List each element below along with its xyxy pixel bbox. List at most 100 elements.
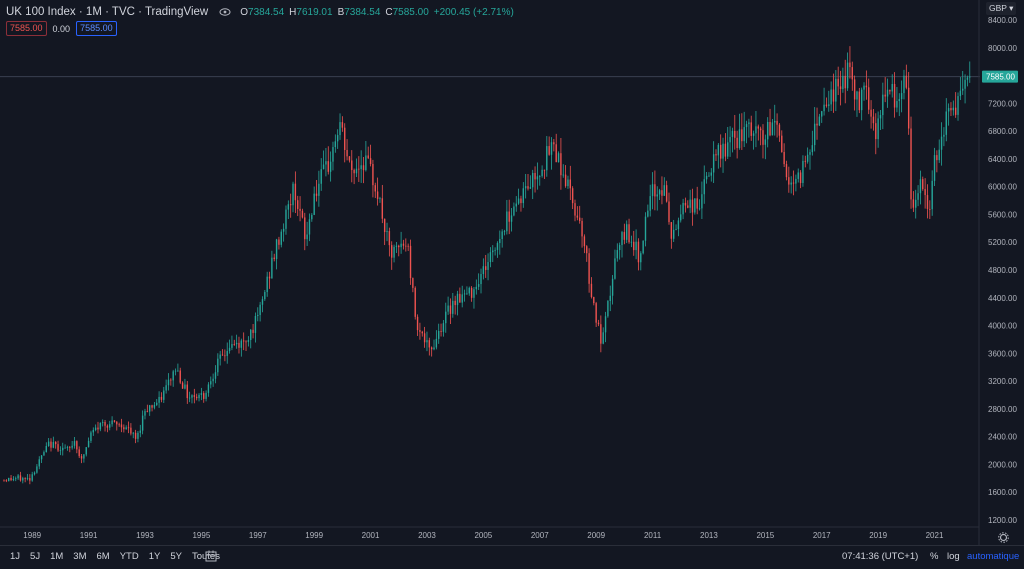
candle-body bbox=[148, 405, 151, 412]
candle-body bbox=[640, 253, 642, 263]
candle-body bbox=[933, 155, 936, 181]
candle-body bbox=[362, 165, 365, 171]
sell-button[interactable]: 7585.00 bbox=[6, 21, 47, 36]
candle-body bbox=[527, 186, 529, 189]
x-tick-label: 2021 bbox=[926, 531, 944, 540]
candle-body bbox=[240, 340, 243, 348]
candle-body bbox=[386, 231, 388, 233]
candle-body bbox=[578, 217, 581, 221]
log-scale-button[interactable]: log bbox=[947, 551, 960, 562]
candle-body bbox=[292, 183, 294, 206]
candle-body bbox=[536, 176, 539, 180]
candle-body bbox=[369, 158, 372, 164]
candle-body bbox=[550, 142, 553, 155]
legend-header: UK 100 Index · 1M · TVC · TradingView O7… bbox=[6, 4, 514, 20]
open-key: O bbox=[240, 6, 249, 18]
open-value: 7384.54 bbox=[248, 6, 285, 18]
chart-settings-button[interactable] bbox=[998, 530, 1009, 548]
candle-body bbox=[15, 478, 17, 480]
candle-body bbox=[546, 146, 548, 171]
candle-body bbox=[3, 479, 5, 481]
visibility-toggle-button[interactable] bbox=[218, 6, 232, 18]
range-button-ytd[interactable]: YTD bbox=[119, 551, 139, 562]
candle-body bbox=[123, 427, 125, 430]
last-price-label: 7585.00 bbox=[986, 73, 1015, 82]
candle-body bbox=[485, 266, 487, 270]
range-button-5y[interactable]: 5Y bbox=[170, 551, 182, 562]
candle-body bbox=[250, 329, 252, 340]
candle-body bbox=[388, 231, 391, 246]
buy-button[interactable]: 7585.00 bbox=[76, 21, 117, 36]
currency-selector[interactable]: GBP ▾ bbox=[986, 2, 1017, 15]
candle-body bbox=[623, 232, 626, 240]
symbol-title[interactable]: UK 100 Index · 1M · TVC · TradingView bbox=[6, 6, 209, 18]
candle-body bbox=[365, 155, 367, 171]
candle-body bbox=[76, 441, 78, 450]
candle-body bbox=[792, 182, 795, 184]
candle-body bbox=[351, 160, 353, 170]
candle-body bbox=[393, 246, 395, 258]
candle-body bbox=[38, 459, 40, 467]
range-button-5j[interactable]: 5J bbox=[30, 551, 41, 562]
candle-body bbox=[950, 108, 952, 111]
candle-body bbox=[405, 245, 407, 247]
candle-body bbox=[10, 477, 12, 481]
candle-body bbox=[43, 452, 45, 456]
change-value: +200.45 (+2.71%) bbox=[433, 6, 514, 18]
last-price-marker: 7585.00 bbox=[982, 70, 1018, 83]
candle-body bbox=[781, 135, 783, 153]
candle-body bbox=[919, 179, 922, 194]
clock-timezone[interactable]: 07:41:36 (UTC+1) bbox=[842, 551, 919, 562]
candle-body bbox=[604, 316, 607, 333]
candle-body bbox=[313, 193, 315, 215]
candle-body bbox=[757, 126, 759, 129]
candle-body bbox=[282, 228, 285, 232]
candle-body bbox=[395, 245, 398, 247]
range-button-6m[interactable]: 6M bbox=[96, 551, 110, 562]
candle-body bbox=[520, 198, 522, 204]
y-tick-label: 5600.00 bbox=[988, 210, 1017, 219]
candle-body bbox=[449, 305, 452, 314]
candle-body bbox=[576, 215, 579, 218]
percent-scale-button[interactable]: % bbox=[930, 551, 939, 562]
range-button-1m[interactable]: 1M bbox=[50, 551, 64, 562]
candle-body bbox=[856, 91, 858, 100]
candle-body bbox=[191, 395, 193, 398]
candle-body bbox=[940, 136, 943, 150]
candle-body bbox=[132, 432, 134, 434]
symbol-name: UK 100 Index bbox=[6, 6, 76, 18]
candle-body bbox=[463, 293, 466, 295]
candle-body bbox=[419, 330, 421, 332]
candle-body bbox=[489, 252, 492, 263]
candle-body bbox=[938, 149, 940, 161]
candle-body bbox=[24, 478, 26, 479]
candle-body bbox=[214, 372, 217, 379]
auto-scale-button[interactable]: automatique bbox=[967, 551, 1020, 562]
candle-body bbox=[492, 250, 494, 253]
candle-body bbox=[332, 147, 334, 162]
candle-body bbox=[440, 330, 442, 332]
candle-body bbox=[151, 405, 153, 408]
candle-body bbox=[261, 299, 264, 305]
x-tick-label: 1989 bbox=[23, 531, 41, 540]
candle-body bbox=[268, 276, 271, 279]
candle-body bbox=[560, 153, 562, 176]
candle-body bbox=[442, 323, 445, 332]
candles-group bbox=[3, 46, 971, 485]
go-to-date-button[interactable] bbox=[205, 550, 217, 565]
candle-body bbox=[649, 196, 651, 211]
candle-body bbox=[203, 393, 205, 399]
candle-body bbox=[562, 174, 564, 176]
candle-body bbox=[94, 427, 97, 431]
range-button-3m[interactable]: 3M bbox=[73, 551, 87, 562]
candle-body bbox=[360, 165, 362, 170]
candle-body bbox=[235, 342, 238, 345]
candle-body bbox=[564, 174, 567, 187]
chart-canvas[interactable]: 1200.00 1600.00 2000.00 2400.00 2800.00 3200.… bbox=[0, 0, 1024, 545]
candle-body bbox=[344, 127, 346, 150]
range-button-1j[interactable]: 1J bbox=[10, 551, 21, 562]
candle-body bbox=[893, 83, 896, 108]
candle-body bbox=[785, 164, 788, 178]
range-button-1y[interactable]: 1Y bbox=[148, 551, 161, 562]
candle-body bbox=[513, 206, 515, 216]
